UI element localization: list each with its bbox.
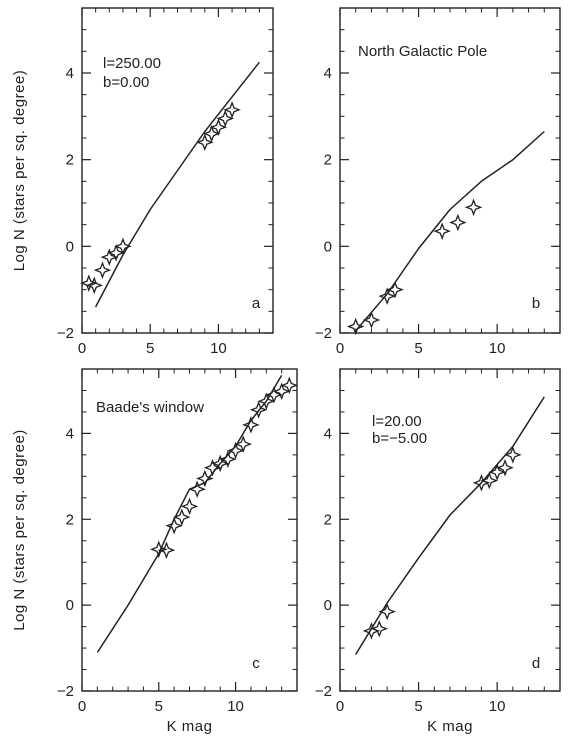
panel-d-xtick-label: 10 [489,698,506,715]
panel-a-ytick-label: 4 [66,65,74,82]
panel-c-xtick-label: 0 [78,698,86,715]
panel-c-ytick-label: 0 [66,597,74,614]
panel-b-observed-point [386,280,404,299]
panel-c-xlabel: K mag [167,718,213,735]
panel-d-annotation: l=20.00 [372,413,422,430]
panel-c-annotation: Baade's window [96,399,204,416]
panel-a-ylabel: Log N (stars per sq. degree) [11,70,28,272]
panel-a-annotation: b=0.00 [103,74,149,91]
panel-a-ytick-label: 2 [66,152,74,169]
panel-c-letter: c [252,655,260,672]
panel-b-ytick-label: 0 [324,238,332,255]
panel-d-xtick-label: 0 [336,698,344,715]
panel-c-xtick-label: 10 [227,698,244,715]
panel-c-observed-point [280,376,299,395]
panel-c-observed-point [249,400,268,419]
panel-c-ylabel: Log N (stars per sq. degree) [11,429,28,631]
panel-b-observed-point [362,311,381,329]
panel-d-ytick-label: 0 [324,597,332,614]
panel-d-ytick-label: 2 [324,511,332,528]
panel-c-xtick-label: 5 [155,698,163,715]
panel-c-ytick-label: 2 [66,511,74,528]
panel-b-observed-point [449,213,467,232]
panel-a-ytick-label: 0 [66,238,74,255]
panel-d-xtick-label: 5 [414,698,422,715]
panel-a-observed-point [209,118,228,136]
panel-b-ytick-label: 4 [324,65,332,82]
panel-d-letter: d [532,655,540,672]
panel-a-xtick-label: 5 [146,340,154,357]
panel-a-observed-point [85,276,104,295]
panel-c-frame [81,368,298,692]
panel-b-observed-point [464,198,483,217]
panel-a-xtick-label: 0 [78,340,86,357]
panel-b-xtick-label: 5 [414,340,422,357]
panel-b-xtick-label: 0 [336,340,344,357]
panel-a-observed-point [93,261,112,279]
panel-b-model-line [355,130,545,332]
panel-a-observed-point [216,109,235,128]
panel-c-observed-point [188,480,206,499]
panel-c-observed-point [165,516,183,535]
panel-a-ytick-label: −2 [57,325,74,342]
panel-c-observed-point [180,497,199,516]
panel-a-observed-point [223,101,241,119]
panel-b-xtick-label: 10 [489,340,506,357]
panel-c-observed-point [257,392,276,410]
panel-c-observed-point [203,458,222,477]
panel-a-observed-point [100,248,119,266]
panel-b-observed-point [433,222,451,240]
panel-c-ytick-label: 4 [66,425,74,442]
panel-c-observed-point [272,382,291,401]
panel-c-observed-point [211,454,230,473]
panel-d-observed-point [488,463,506,481]
panel-d-ytick-label: 4 [324,425,332,442]
panel-b-letter: b [532,295,540,312]
panel-d-ytick-label: −2 [315,683,332,700]
panel-c-observed-point [157,541,176,559]
panel-b-observed-point [346,317,365,336]
panel-d-observed-point [370,619,389,638]
panel-d-observed-point [480,471,499,490]
panel-d-annotation: b=−5.00 [372,430,427,447]
panel-b-annotation: North Galactic Pole [358,43,487,60]
panel-a-annotation: l=250.00 [103,55,161,72]
panel-c-observed-point [173,508,191,526]
panel-d-observed-point [504,446,522,464]
panel-d-observed-point [496,458,514,477]
panel-a-observed-point [195,133,214,152]
panel-d-xlabel: K mag [427,718,473,735]
panel-c-model-line [96,375,283,653]
panel-b-ytick-label: 2 [324,152,332,169]
panel-a-observed-point [202,124,221,143]
panel-c-observed-point [149,540,168,559]
panel-c-ytick-label: −2 [57,683,74,700]
panel-c-observed-point [242,416,260,434]
panel-c-observed-point [196,469,214,488]
panel-c-observed-point [226,441,245,460]
panel-c-observed-point [265,385,283,404]
panel-d-observed-point [378,602,396,621]
panel-a-observed-point [114,237,132,256]
panel-b-ytick-label: −2 [315,325,332,342]
panel-a-xtick-label: 10 [210,340,227,357]
panel-c-observed-point [219,450,237,468]
panel-a-observed-point [107,244,125,262]
panel-a-letter: a [252,295,261,312]
panel-a-model-line [94,61,260,308]
panel-b-observed-point [378,287,396,305]
panel-c-observed-point [234,435,253,453]
